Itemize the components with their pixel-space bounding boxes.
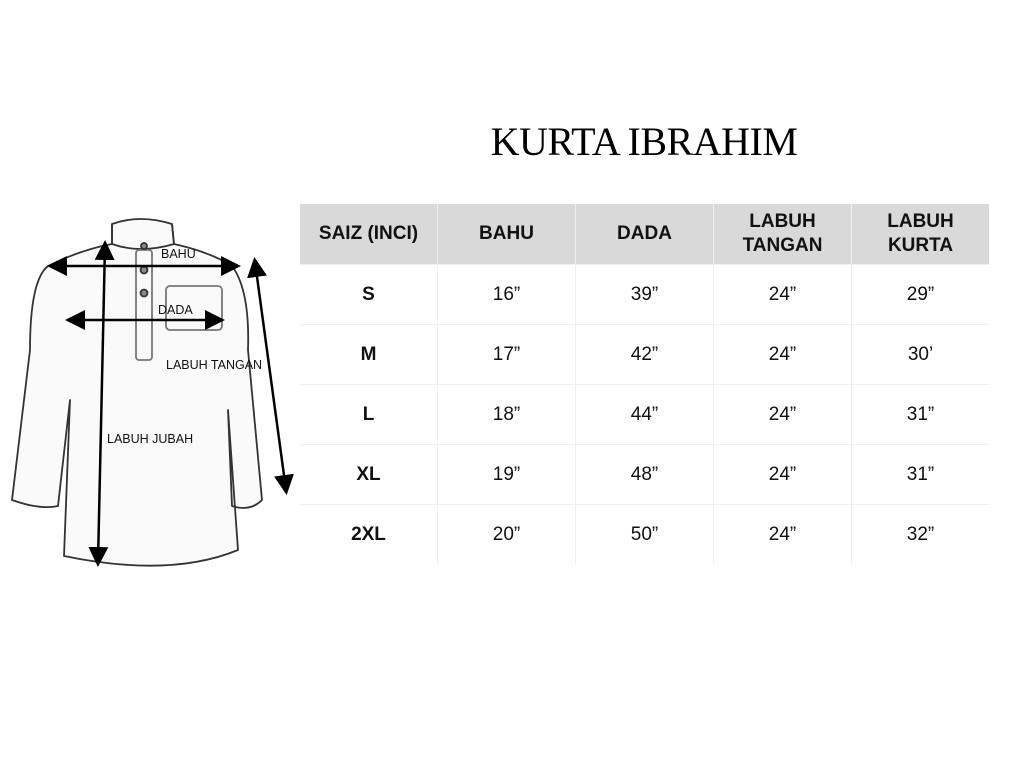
table-row: M 17” 42” 24” 30’ — [300, 324, 989, 385]
labuh-jubah-label: LABUH JUBAH — [107, 432, 194, 446]
column-header: LABUH TANGAN — [713, 204, 852, 265]
table-row: S 16” 39” 24” 29” — [300, 264, 989, 325]
measurement-cell: 24” — [713, 324, 852, 385]
size-cell: XL — [300, 444, 438, 505]
column-header: LABUH KURTA — [851, 204, 989, 265]
dada-label: DADA — [158, 303, 193, 317]
measurement-cell: 42” — [575, 324, 714, 385]
column-header: BAHU — [437, 204, 576, 265]
page-title: KURTA IBRAHIM — [490, 119, 798, 164]
measurement-cell: 29” — [851, 264, 989, 325]
measurement-cell: 39” — [575, 264, 714, 325]
size-cell: M — [300, 324, 438, 385]
table-row: L 18” 44” 24” 31” — [300, 384, 989, 445]
kurta-measurement-diagram: BAHU DADA LABUH TANGAN LABUH JUBAH — [0, 210, 300, 580]
column-header: DADA — [575, 204, 714, 265]
measurement-cell: 30’ — [851, 324, 989, 385]
measurement-cell: 31” — [851, 444, 989, 505]
measurement-cell: 19” — [437, 444, 576, 505]
labuh-tangan-label: LABUH TANGAN — [166, 358, 263, 372]
measurement-cell: 17” — [437, 324, 576, 385]
measurement-cell: 20” — [437, 504, 576, 564]
measurement-cell: 31” — [851, 384, 989, 445]
measurement-cell: 24” — [713, 444, 852, 505]
kurta-sketch-illustration — [11, 218, 294, 567]
measurement-cell: 44” — [575, 384, 714, 445]
measurement-cell: 32” — [906, 523, 935, 545]
size-chart-table: SAIZ (INCI) BAHU DADA LABUH TANGAN LABUH KUR… — [300, 204, 989, 564]
table-header-row: SAIZ (INCI) BAHU DADA LABUH TANGAN LABUH KUR… — [300, 204, 989, 265]
measurement-cell: 24” — [713, 264, 852, 325]
measurement-cell: 24” — [713, 504, 852, 564]
measurement-cell: 16” — [437, 264, 576, 325]
size-cell: S — [300, 264, 438, 325]
measurement-cell: 48” — [575, 444, 714, 505]
measurement-cell: 24” — [713, 384, 852, 445]
bahu-label: BAHU — [161, 247, 196, 261]
column-header: SAIZ (INCI) — [300, 204, 438, 265]
size-cell: 2XL — [300, 504, 438, 564]
measurement-cell: 50” — [575, 504, 714, 564]
table-row: 2XL 20” 50” 24” 32” — [300, 504, 989, 564]
table-row: XL 19” 48” 24” 31” — [300, 444, 989, 505]
measurement-cell: 18” — [437, 384, 576, 445]
size-cell: L — [300, 384, 438, 445]
